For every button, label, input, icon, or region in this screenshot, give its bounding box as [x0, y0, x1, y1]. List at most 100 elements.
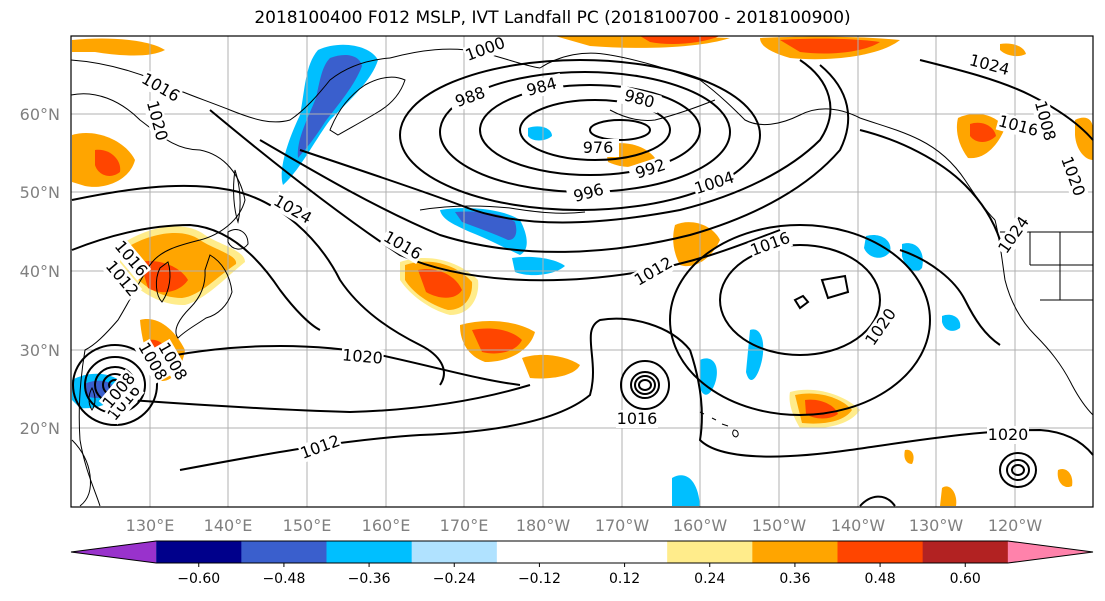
mslp-label-background — [995, 112, 1041, 141]
mslp-contour — [479, 84, 701, 176]
mslp-contour-label: 1016 — [617, 409, 658, 428]
coastline-hokkaido — [227, 229, 249, 250]
lon-label: 180°W — [516, 516, 571, 535]
lon-label: 140°E — [204, 516, 253, 535]
mslp-contour — [1011, 464, 1025, 476]
lat-label: 40°N — [20, 262, 60, 281]
ivt-negative-region — [528, 126, 552, 141]
lon-label: 170°E — [440, 516, 489, 535]
coastline-north-america — [994, 219, 1094, 416]
colorbar-extend-min — [71, 541, 157, 563]
colorbar-tick-label: 0.48 — [864, 571, 895, 587]
ivt-positive-region — [940, 486, 957, 506]
ivt-positive-region — [904, 449, 914, 464]
mslp-label-background — [297, 431, 344, 463]
mslp-label-background — [101, 256, 143, 301]
mslp-contour — [719, 244, 881, 356]
lon-label: 170°W — [595, 516, 650, 535]
mslp-label-background — [987, 426, 1029, 444]
colorbar-tick-label: −0.60 — [177, 571, 220, 587]
mslp-label-background — [462, 33, 509, 65]
coastline-aleutians — [419, 205, 586, 214]
mslp-label-background — [142, 98, 171, 144]
ivt-positive-region — [1075, 117, 1093, 160]
mslp-label-background — [747, 228, 794, 260]
mslp-label-background — [627, 154, 674, 185]
colorbar-outline — [70, 540, 1094, 564]
colorbar-tick-label: 0.24 — [694, 571, 725, 587]
ivt-positive-region — [140, 260, 188, 293]
colorbar-swatch — [241, 541, 327, 563]
mslp-contour — [519, 99, 671, 161]
mslp-label-background — [966, 51, 1012, 80]
lon-label: 150°W — [752, 516, 807, 535]
ivt-negative-region — [700, 358, 717, 395]
mslp-contour — [620, 360, 670, 410]
colorbar-swatch — [326, 541, 413, 563]
mslp-label-background — [616, 410, 658, 428]
mslp-contour-label: 1020 — [988, 425, 1029, 444]
mslp-contour — [259, 64, 850, 253]
ivt-positive-region — [72, 38, 165, 56]
colorbar-tick-label: −0.48 — [262, 571, 305, 587]
ivt-negative-region — [746, 329, 764, 381]
mslp-label-background — [103, 380, 145, 425]
mslp-contour — [630, 371, 660, 399]
mslp-contour — [71, 223, 321, 331]
mslp-label-background — [134, 338, 171, 385]
latitude-labels: 60°N 50°N 40°N 30°N 20°N — [20, 105, 60, 438]
mslp-label-background — [519, 73, 565, 102]
colorbar-swatch — [667, 541, 753, 563]
ivt-negative-region — [902, 243, 923, 272]
mslp-label-background — [154, 338, 191, 385]
coastline-alaska-south — [609, 99, 716, 121]
mslp-contour — [793, 294, 810, 310]
coastline-taiwan — [88, 386, 96, 411]
ivt-positive-region — [970, 122, 996, 142]
mslp-label-background — [861, 304, 901, 350]
mslp-label-background — [1030, 98, 1059, 144]
mslp-label-background — [269, 191, 316, 228]
colorbar-tick-label: −0.24 — [433, 571, 476, 587]
colorbar-tick-label: 0.12 — [609, 571, 640, 587]
mslp-label-background — [379, 227, 426, 264]
lon-label: 140°W — [831, 516, 886, 535]
colorbar-swatch — [752, 541, 838, 563]
mslp-contour — [859, 129, 1001, 241]
lon-label: 150°E — [283, 516, 332, 535]
map-title: 2018100400 F012 MSLP, IVT Landfall PC (2… — [254, 8, 851, 28]
coastline-sakhalin — [233, 169, 241, 224]
lon-label: 130°E — [126, 516, 175, 535]
lon-label: 120°W — [988, 516, 1043, 535]
mslp-contour — [669, 224, 931, 416]
lat-label: 50°N — [20, 183, 60, 202]
colorbar-tick-label: −0.12 — [518, 571, 561, 587]
ivt-positive-region — [418, 269, 462, 298]
mslp-label-background — [616, 85, 662, 114]
mslp-contour — [299, 59, 832, 224]
mslp-contour-label: 1020 — [341, 345, 383, 367]
mslp-label-background — [110, 236, 152, 281]
colorbar-swatch — [411, 541, 498, 563]
mslp-label-background — [566, 179, 612, 208]
mslp-contour — [999, 452, 1037, 488]
lat-label: 60°N — [20, 105, 60, 124]
mslp-label-background — [137, 69, 184, 106]
coastline-asia-north — [70, 57, 391, 123]
mslp-contour — [209, 109, 781, 282]
ivt-positive-region — [1057, 468, 1073, 488]
map-frame — [70, 35, 1094, 508]
mslp-label-background — [1057, 153, 1089, 200]
mslp-contour — [820, 274, 850, 300]
mslp-contour — [919, 59, 1094, 141]
ivt-negative-region — [942, 314, 961, 331]
mslp-contour — [129, 384, 531, 414]
mslp-contour — [859, 495, 896, 507]
colorbar-tick-label: 0.36 — [779, 571, 810, 587]
ivt-positive-region — [95, 149, 121, 176]
coastline-kamchatka — [329, 76, 406, 136]
ivt-positive-region — [780, 38, 880, 54]
colorbar: −0.60 −0.48 −0.36 −0.24 −0.12 0.12 0.24 0.36 0.4… — [70, 540, 1094, 587]
